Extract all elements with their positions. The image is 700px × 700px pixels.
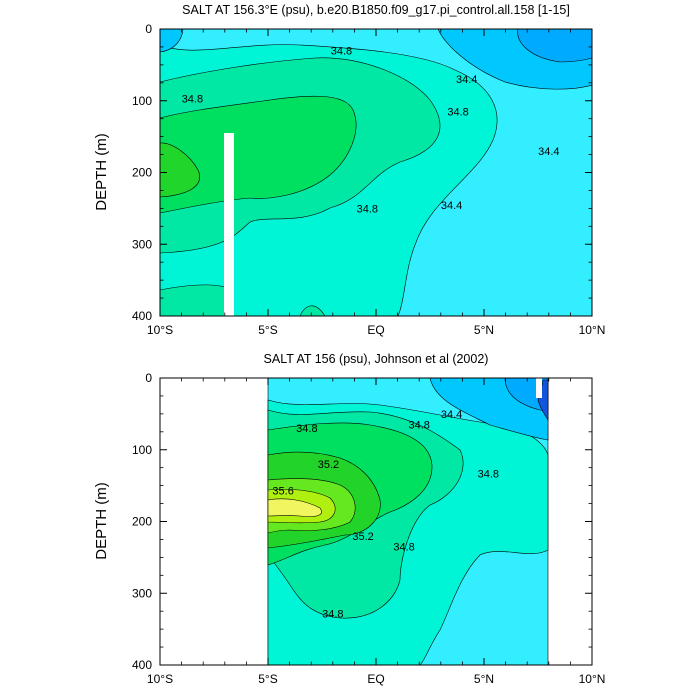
axis-ticks-bottom: 10°S 5°S EQ 5°N 10°N 0 100 200 300 400 (132, 371, 605, 686)
contour-label-bottom: 35.6 (272, 486, 293, 498)
y-tick-label-top: 0 (145, 22, 152, 36)
y-axis-label-bottom: DEPTH (m) (93, 482, 110, 560)
chart-title-top: SALT AT 156.3°E (psu), b.e20.B1850.f09_g… (182, 3, 570, 17)
chart-bottom: SALT AT 156 (psu), Johnson et al (2002) … (93, 352, 605, 686)
contour-label-bottom: 34.8 (478, 468, 499, 480)
band-35.2-35.4-top (160, 142, 200, 198)
contour-label-top: 34.4 (441, 200, 462, 212)
y-tick-label-top: 300 (132, 237, 152, 251)
contour-label-top: 34.8 (182, 94, 203, 106)
contour-label-top: 34.8 (357, 203, 378, 215)
y-axis-label-top: DEPTH (m) (93, 133, 110, 211)
y-tick-label-bottom: 400 (132, 658, 152, 672)
y-tick-label-top: 200 (132, 166, 152, 180)
contour-label-bottom: 35.2 (318, 459, 339, 471)
y-tick-label-bottom: 300 (132, 586, 152, 600)
x-tick-label-bottom: EQ (367, 672, 384, 686)
contour-label-bottom: 34.8 (408, 420, 429, 432)
band-34.0-34.2-top-right (517, 29, 592, 63)
contour-label-top: 34.8 (331, 46, 352, 58)
axis-ticks-top: 10°S 5°S EQ 5°N 10°N 0 100 200 300 400 (132, 22, 605, 337)
x-tick-label-top: EQ (367, 323, 384, 337)
x-tick-label-bottom: 5°S (258, 672, 277, 686)
x-tick-label-top: 5°S (258, 323, 277, 337)
contour-labels-bottom: 34.4 34.8 34.8 35.2 34.8 35.6 35.2 34.8 34.8 (272, 409, 499, 620)
contour-label-bottom: 34.8 (296, 423, 317, 435)
x-tick-label-bottom: 10°N (579, 672, 606, 686)
y-tick-label-bottom: 0 (145, 371, 152, 385)
band-35.8-36.0-bottom (267, 498, 322, 517)
band-34.8-top-lowerleft (160, 284, 226, 316)
y-tick-label-top: 400 (132, 309, 152, 323)
y-tick-label-bottom: 100 (132, 443, 152, 457)
contour-label-top: 34.4 (456, 74, 477, 86)
missing-data-gap-bottom (536, 378, 542, 398)
x-tick-label-bottom: 5°N (474, 672, 494, 686)
contour-fill-top (160, 29, 592, 316)
band-35.0-35.2-top (160, 95, 357, 214)
x-tick-label-top: 5°N (474, 323, 494, 337)
chart-title-bottom: SALT AT 156 (psu), Johnson et al (2002) (264, 352, 489, 366)
y-tick-label-top: 100 (132, 94, 152, 108)
x-tick-label-bottom: 10°S (147, 672, 173, 686)
contour-label-bottom: 35.2 (352, 531, 373, 543)
contour-labels-top: 34.8 34.8 34.4 34.8 34.4 34.8 34.4 (182, 46, 560, 216)
x-tick-label-top: 10°N (579, 323, 606, 337)
x-tick-label-top: 10°S (147, 323, 173, 337)
contour-label-top: 34.8 (447, 107, 468, 119)
contour-label-bottom: 34.4 (441, 409, 462, 421)
missing-data-column-top (224, 133, 234, 316)
contour-fill-bottom (267, 378, 549, 665)
contour-label-top: 34.4 (538, 146, 559, 158)
contour-label-bottom: 34.8 (322, 608, 343, 620)
y-tick-label-bottom: 200 (132, 515, 152, 529)
contour-label-bottom: 34.8 (393, 542, 414, 554)
chart-top: SALT AT 156.3°E (psu), b.e20.B1850.f09_g… (93, 3, 605, 337)
